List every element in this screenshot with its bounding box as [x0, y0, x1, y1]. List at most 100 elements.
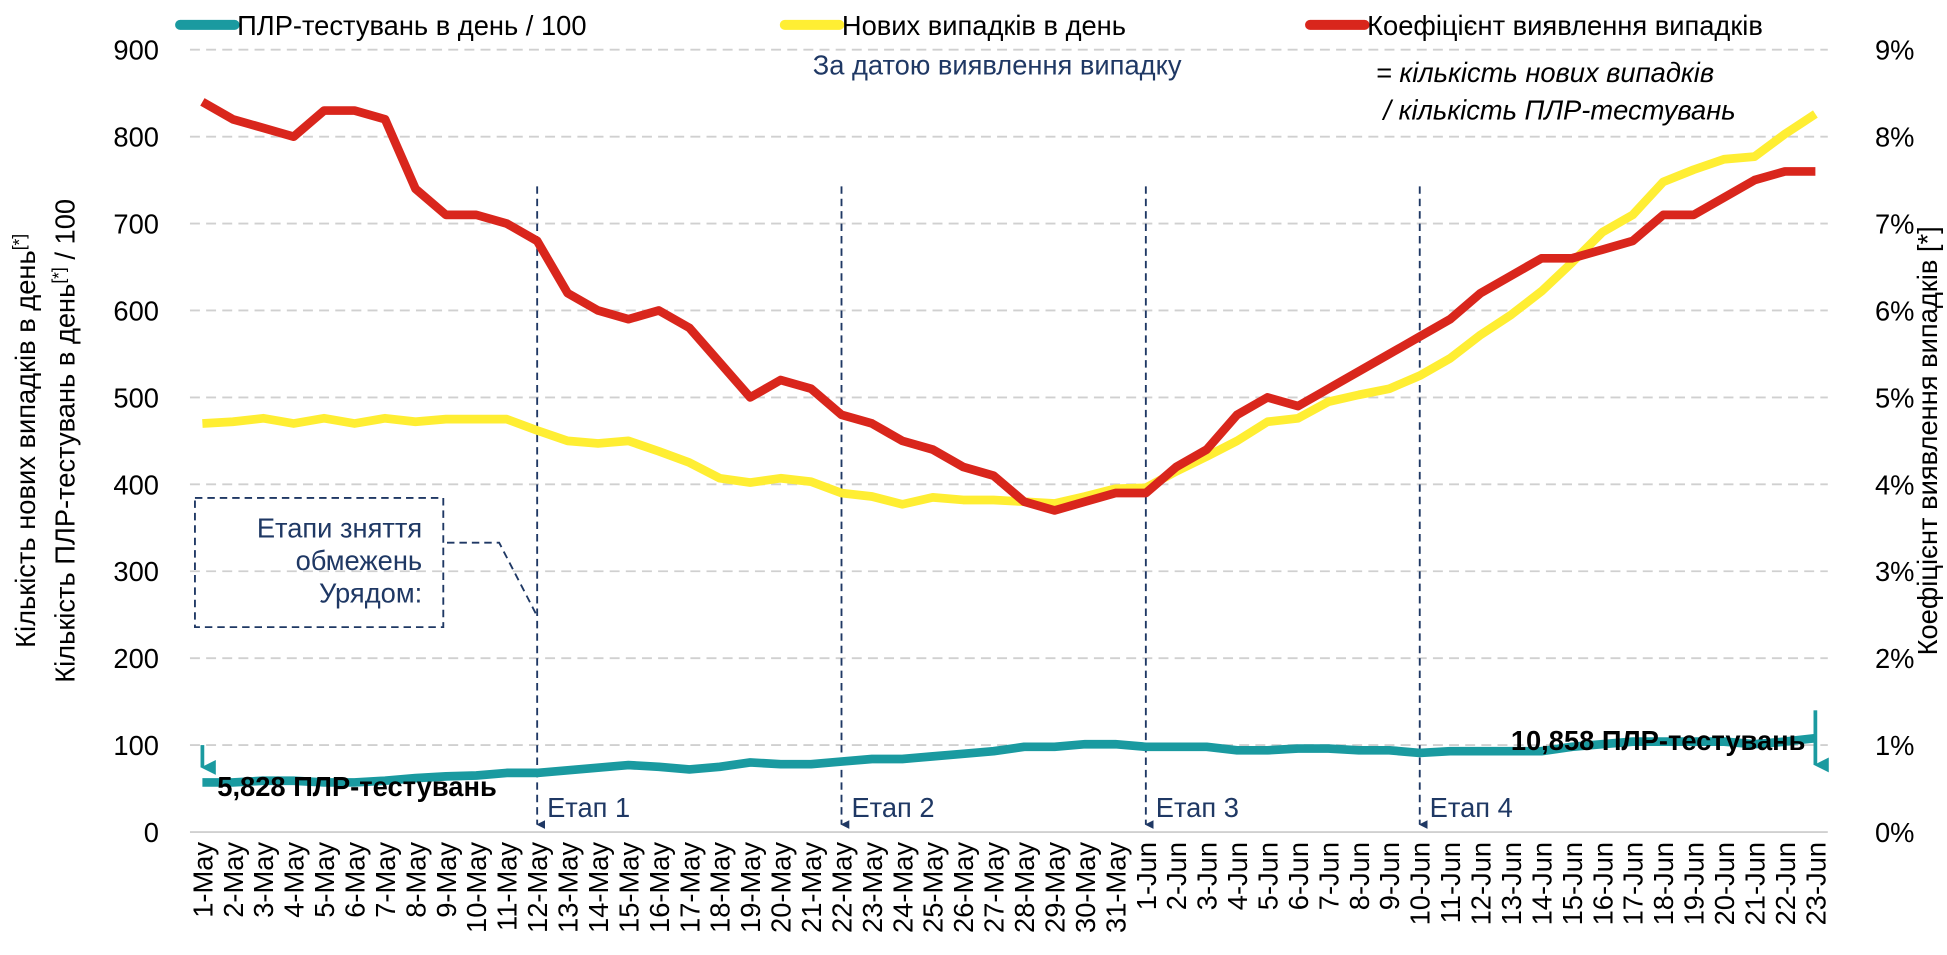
x-tick-label: 24-May	[887, 842, 918, 933]
x-tick-label: 9-Jun	[1374, 842, 1405, 910]
x-tick-label: 22-May	[826, 842, 857, 933]
y-tick-label: 100	[113, 730, 159, 761]
x-tick-label: 14-Jun	[1526, 842, 1557, 925]
x-tick-label: 11-Jun	[1435, 842, 1466, 923]
series-line	[202, 110, 1818, 509]
x-tick-label: 19-Jun	[1679, 842, 1710, 925]
x-tick-label: 15-Jun	[1557, 842, 1588, 925]
x-tick-label: 18-May	[705, 842, 736, 933]
y-tick-label: 400	[113, 469, 159, 500]
x-tick-label: 20-Jun	[1709, 842, 1740, 925]
label-sup: [*]	[49, 267, 69, 283]
stage-label: Етап 2	[851, 792, 934, 823]
y-tick-label: 300	[113, 556, 159, 587]
x-tick-label: 5-Jun	[1253, 842, 1284, 910]
stages-connector	[447, 541, 538, 616]
stages-box-text: Етапи зняття	[257, 513, 422, 544]
x-tick-label: 22-Jun	[1770, 842, 1801, 925]
label-tail: / 100	[50, 199, 81, 267]
x-tick-label: 1-Jun	[1131, 842, 1162, 910]
y-tick-label: 900	[113, 35, 159, 66]
x-tick-label: 4-Jun	[1222, 842, 1253, 910]
x-tick-label: 15-May	[613, 842, 644, 933]
y2-tick-label: 2%	[1875, 643, 1914, 674]
y2-tick-label: 8%	[1875, 122, 1914, 153]
x-tick-label: 11-May	[492, 842, 523, 931]
label-sup: [*]	[9, 234, 29, 250]
stages-box	[194, 497, 445, 629]
y2-tick-label: 0%	[1875, 817, 1914, 848]
y-tick-label: 800	[113, 122, 159, 153]
x-tick-label: 7-Jun	[1313, 842, 1344, 910]
x-tick-label: 28-May	[1009, 842, 1040, 933]
x-tick-label: 17-Jun	[1618, 842, 1649, 925]
x-tick-label: 20-May	[766, 842, 797, 933]
x-tick-label: 13-Jun	[1496, 842, 1527, 925]
x-tick-label: 5-May	[309, 842, 340, 918]
series-line	[202, 733, 1816, 787]
x-tick-label: 23-Jun	[1800, 842, 1831, 925]
x-tick-label: 23-May	[857, 842, 888, 933]
x-tick-label: 9-May	[431, 842, 462, 918]
x-tick-label: 3-May	[248, 842, 279, 918]
y2-tick-label: 6%	[1875, 295, 1914, 326]
legend-label: Коефіцієнт виявлення випадків	[1367, 10, 1763, 41]
x-tick-label: 6-Jun	[1283, 842, 1314, 910]
x-tick-label: 2-May	[218, 842, 249, 918]
x-tick-label: 30-May	[1070, 842, 1101, 933]
y-axis-label-line: Кількість ПЛР-тестувань в день[*] / 100	[49, 199, 81, 683]
stages-box-text: обмежень	[296, 545, 423, 576]
x-tick-label: 21-Jun	[1739, 842, 1770, 925]
x-tick-label: 12-Jun	[1466, 842, 1497, 925]
stage-label: Етап 1	[547, 792, 630, 823]
x-tick-label: 27-May	[979, 842, 1010, 933]
x-tick-label: 1-May	[187, 842, 218, 918]
x-tick-label: 25-May	[918, 842, 949, 933]
x-tick-label: 16-Jun	[1587, 842, 1618, 925]
label-text: Кількість нових випадків в день	[10, 250, 41, 648]
x-tick-label: 18-Jun	[1648, 842, 1679, 925]
y2-tick-label: 7%	[1875, 209, 1914, 240]
label-text: Кількість ПЛР-тестувань в день	[50, 284, 81, 683]
y2-tick-label: 3%	[1875, 556, 1914, 587]
x-tick-label: 31-May	[1100, 842, 1131, 933]
x-tick-label: 13-May	[553, 842, 584, 933]
legend-label: ПЛР-тестувань в день / 100	[237, 10, 586, 41]
stage-label: Етап 3	[1156, 792, 1239, 823]
x-tick-label: 2-Jun	[1161, 842, 1192, 910]
y-tick-label: 700	[113, 209, 159, 240]
x-tick-label: 6-May	[340, 842, 371, 918]
x-tick-label: 19-May	[735, 842, 766, 933]
x-tick-label: 8-Jun	[1344, 842, 1375, 910]
y2-tick-label: 4%	[1875, 469, 1914, 500]
x-tick-label: 3-Jun	[1192, 842, 1223, 910]
x-tick-label: 17-May	[674, 842, 705, 933]
x-tick-label: 16-May	[644, 842, 675, 933]
y2-tick-label: 5%	[1875, 382, 1914, 413]
x-tick-label: 12-May	[522, 842, 553, 933]
x-tick-label: 4-May	[279, 842, 310, 918]
y2-tick-label: 9%	[1875, 35, 1914, 66]
ratio-note: = кількість нових випадків	[1376, 57, 1714, 88]
x-tick-label: 7-May	[370, 842, 401, 918]
legend-label: Нових випадків в день	[842, 10, 1126, 41]
x-tick-label: 10-May	[461, 842, 492, 933]
x-tick-label: 21-May	[796, 842, 827, 933]
stages-box-text: Урядом:	[319, 577, 422, 608]
x-tick-label: 10-Jun	[1405, 842, 1436, 925]
y-tick-label: 600	[113, 295, 159, 326]
series-line	[200, 98, 1816, 515]
stage-label: Етап 4	[1430, 792, 1513, 823]
callout-label: 5,828 ПЛР-тестувань	[217, 771, 496, 802]
y2-tick-label: 1%	[1875, 730, 1914, 761]
x-tick-label: 8-May	[400, 842, 431, 918]
y-axis-label-line: Кількість нових випадків в день[*]	[9, 234, 41, 648]
y-tick-label: 500	[113, 382, 159, 413]
x-tick-label: 26-May	[948, 842, 979, 933]
subtitle: За датою виявлення випадку	[813, 50, 1182, 81]
callout-label: 10,858 ПЛР-тестувань	[1511, 725, 1806, 756]
y2-axis-label: Коефіцієнт виявлення випадків [*]	[1912, 226, 1943, 655]
x-tick-label: 14-May	[583, 842, 614, 933]
y-tick-label: 200	[113, 643, 159, 674]
